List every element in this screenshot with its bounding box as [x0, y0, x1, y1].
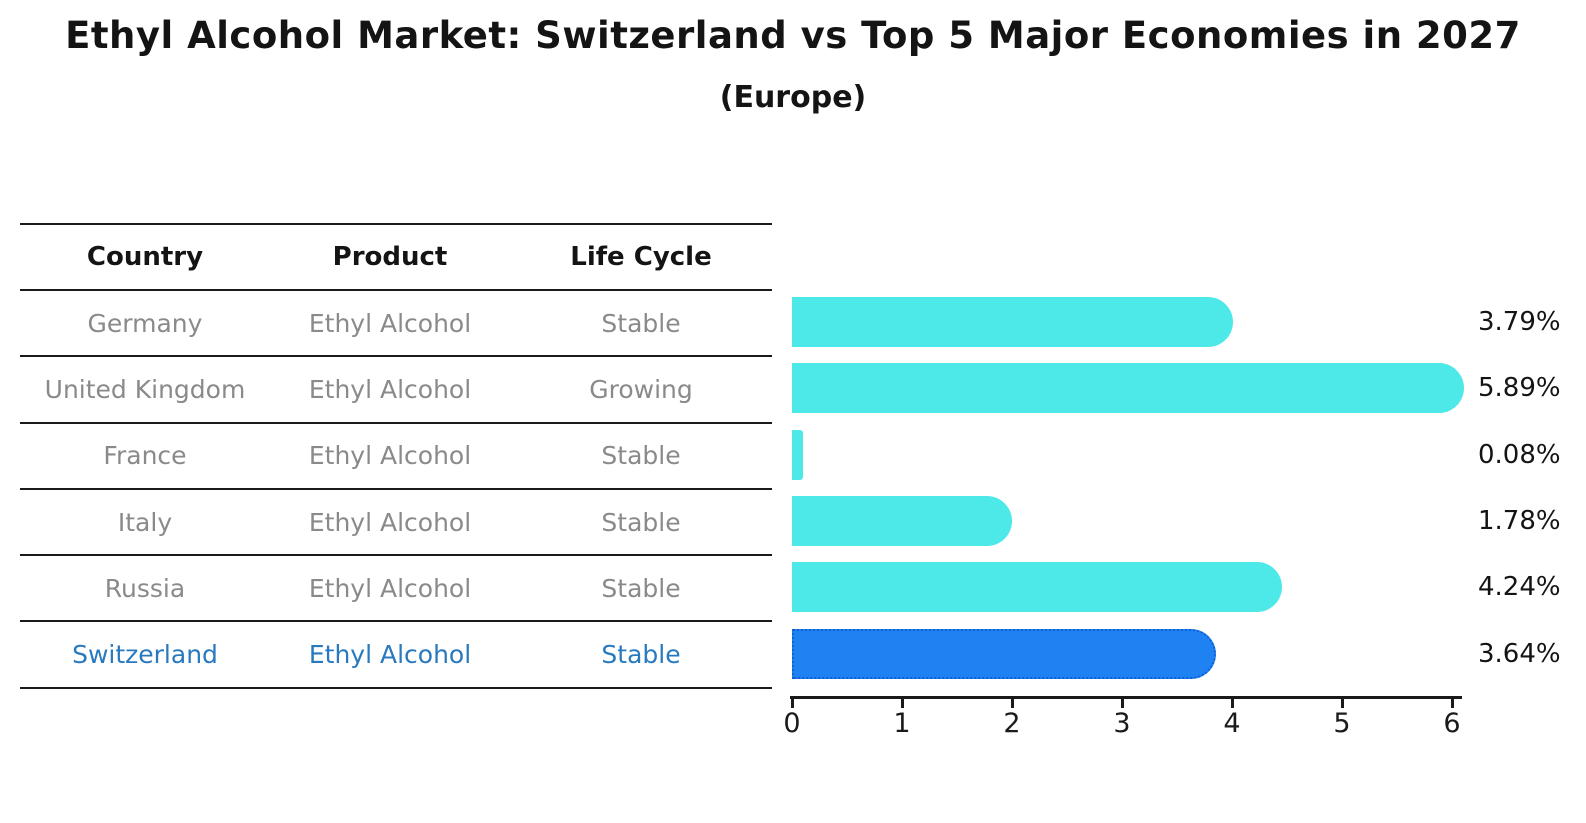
table-row-italy: Italy Ethyl Alcohol Stable [20, 490, 772, 557]
bar-russia [792, 562, 1283, 613]
x-tick [1231, 698, 1234, 708]
chart-subtitle: (Europe) [719, 80, 867, 115]
cell-country: France [103, 441, 187, 471]
table-header-life-cycle: Life Cycle [570, 242, 712, 272]
x-tick [1121, 698, 1124, 708]
cell-country: Germany [87, 308, 203, 338]
table-row-france: France Ethyl Alcohol Stable [20, 424, 772, 490]
cell-product: Ethyl Alcohol [308, 374, 472, 404]
cell-product: Ethyl Alcohol [308, 640, 472, 670]
table-header-country: Country [86, 242, 204, 272]
cell-life-cycle: Stable [601, 640, 681, 670]
cell-country: Russia [104, 573, 186, 603]
x-tick-label: 1 [893, 708, 911, 739]
cell-product: Ethyl Alcohol [308, 441, 472, 471]
cell-life-cycle: Stable [601, 308, 681, 338]
x-tick-label: 5 [1333, 708, 1351, 739]
x-tick-label: 6 [1443, 708, 1461, 739]
bar-switzerland [792, 628, 1217, 679]
value-label-russia: 4.24% [1478, 572, 1561, 603]
table-row-united-kingdom: United Kingdom Ethyl Alcohol Growing [20, 357, 772, 424]
cell-country: United Kingdom [44, 374, 246, 404]
value-label-france: 0.08% [1478, 439, 1561, 470]
bar-france [792, 429, 803, 480]
bar-italy [792, 496, 1012, 547]
cell-life-cycle: Stable [601, 573, 681, 603]
table-header-product: Product [332, 242, 448, 272]
x-tick [791, 698, 794, 708]
cell-country: Italy [117, 507, 173, 537]
chart-title: Ethyl Alcohol Market: Switzerland vs Top… [65, 14, 1521, 57]
value-label-italy: 1.78% [1478, 506, 1561, 537]
country-table: Country Product Life Cycle Germany Ethyl … [20, 223, 772, 689]
table-row-russia: Russia Ethyl Alcohol Stable [20, 556, 772, 623]
cell-product: Ethyl Alcohol [308, 573, 472, 603]
table-row-germany: Germany Ethyl Alcohol Stable [20, 291, 772, 358]
cell-life-cycle: Stable [601, 441, 681, 471]
bar-united-kingdom [792, 363, 1464, 414]
value-label-united-kingdom: 5.89% [1478, 373, 1561, 404]
table-row-switzerland: Switzerland Ethyl Alcohol Stable [20, 622, 772, 689]
cell-product: Ethyl Alcohol [308, 507, 472, 537]
x-tick [1011, 698, 1014, 708]
x-axis-line [790, 696, 1462, 699]
cell-life-cycle: Stable [601, 507, 681, 537]
x-tick-label: 4 [1223, 708, 1241, 739]
cell-product: Ethyl Alcohol [308, 308, 472, 338]
x-tick-label: 2 [1003, 708, 1021, 739]
x-tick-label: 0 [783, 708, 801, 739]
x-tick [901, 698, 904, 708]
x-tick [1341, 698, 1344, 708]
x-tick [1451, 698, 1454, 708]
bar-germany [792, 297, 1233, 348]
x-tick-label: 3 [1113, 708, 1131, 739]
value-label-switzerland: 3.64% [1478, 638, 1561, 669]
cell-life-cycle: Growing [589, 374, 693, 404]
table-header-row: Country Product Life Cycle [20, 225, 772, 291]
cell-country: Switzerland [72, 640, 218, 670]
value-label-germany: 3.79% [1478, 307, 1561, 338]
table-body: Germany Ethyl Alcohol Stable United Kingdom… [20, 291, 772, 689]
